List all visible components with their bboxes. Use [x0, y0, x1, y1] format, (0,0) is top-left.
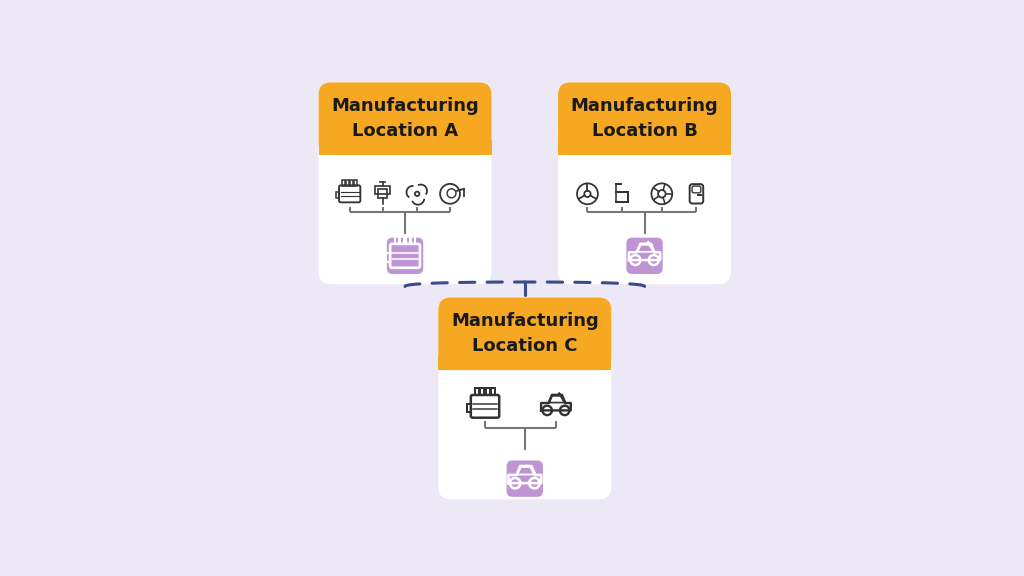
Bar [395, 236, 399, 244]
Bar [350, 180, 353, 185]
Bar [475, 388, 479, 396]
Bar [480, 388, 484, 396]
Bar [336, 192, 339, 198]
Bar [342, 180, 345, 185]
FancyBboxPatch shape [558, 82, 731, 155]
Bar [485, 388, 489, 396]
Bar [346, 180, 349, 185]
Text: Manufacturing
Location A: Manufacturing Location A [331, 97, 479, 140]
FancyBboxPatch shape [438, 298, 611, 499]
Bar [412, 236, 416, 244]
Bar [406, 236, 410, 244]
Text: Manufacturing
Location B: Manufacturing Location B [570, 97, 719, 140]
Bar [378, 189, 387, 199]
FancyBboxPatch shape [318, 82, 492, 155]
Text: Manufacturing
Location C: Manufacturing Location C [451, 312, 599, 355]
Bar [354, 180, 357, 185]
Bar [490, 388, 495, 396]
FancyBboxPatch shape [387, 238, 423, 274]
Bar [467, 404, 471, 412]
FancyBboxPatch shape [627, 238, 663, 274]
Bar [318, 141, 492, 155]
Bar [375, 187, 390, 194]
Bar [438, 355, 611, 370]
FancyBboxPatch shape [558, 82, 731, 284]
FancyBboxPatch shape [507, 460, 543, 497]
FancyBboxPatch shape [438, 298, 611, 370]
Bar [400, 236, 404, 244]
Bar [386, 253, 390, 262]
Bar [558, 141, 731, 155]
FancyBboxPatch shape [318, 82, 492, 284]
